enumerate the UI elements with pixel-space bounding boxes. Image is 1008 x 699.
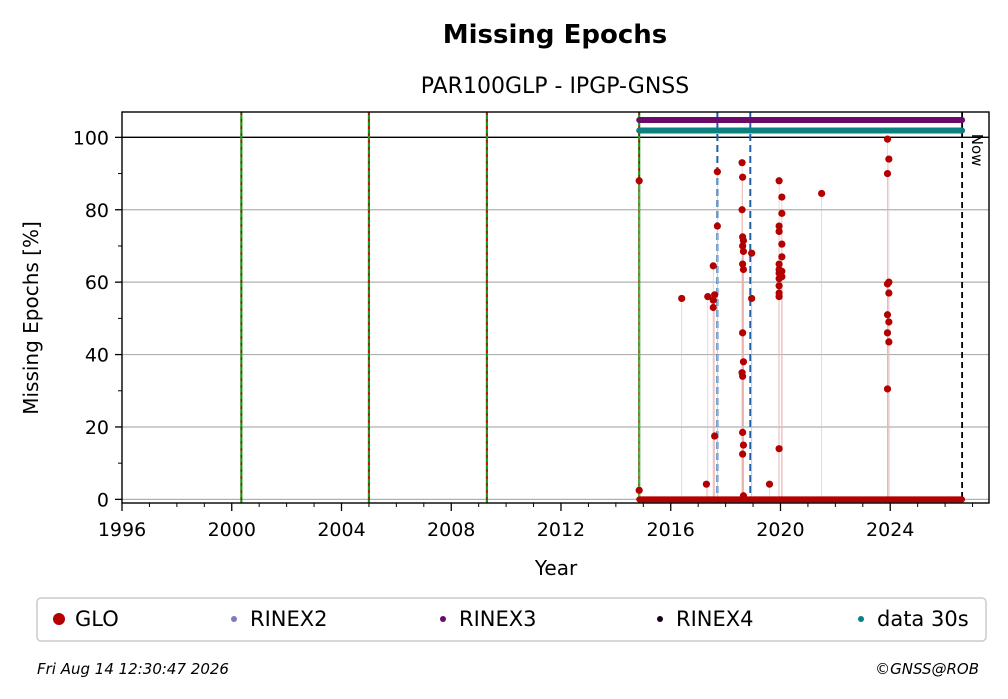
legend-marker <box>53 613 65 625</box>
point-stems <box>638 139 890 500</box>
event-lines: Now <box>240 112 986 503</box>
y-tick-label: 20 <box>85 417 109 439</box>
glo-point <box>739 260 747 268</box>
glo-point <box>775 222 783 230</box>
glo-point <box>765 480 774 488</box>
footer-timestamp: Fri Aug 14 12:30:47 2026 <box>37 660 229 678</box>
legend-marker <box>858 616 864 622</box>
glo-point <box>775 293 783 301</box>
x-tick-label: 2008 <box>427 519 475 541</box>
legend-marker <box>657 616 663 622</box>
glo-point <box>709 262 717 270</box>
glo-point <box>739 450 747 458</box>
glo-point <box>635 486 643 494</box>
legend-label: GLO <box>75 607 119 631</box>
x-tick-label: 2016 <box>647 519 695 541</box>
y-axis-label: Missing Epochs [%] <box>19 221 43 415</box>
legend-label: RINEX3 <box>459 607 537 631</box>
glo-point <box>883 169 892 178</box>
glo-point <box>739 428 747 437</box>
legend-label: RINEX4 <box>676 607 754 631</box>
plot-frame <box>121 111 990 504</box>
glo-point <box>739 236 748 245</box>
legend-label: RINEX2 <box>250 607 328 631</box>
glo-point <box>739 265 748 274</box>
glo-point <box>748 249 756 257</box>
glo-point <box>883 329 892 337</box>
glo-point <box>738 206 746 214</box>
glo-point <box>709 303 717 312</box>
glo-point <box>885 289 893 297</box>
x-tick-label: 1996 <box>98 519 146 541</box>
glo-point <box>778 253 786 261</box>
glo-points <box>635 135 966 503</box>
x-tick-label: 2024 <box>866 519 914 541</box>
glo-point <box>709 296 717 304</box>
glo-point <box>702 480 711 488</box>
chart-title: Missing Epochs <box>443 20 667 50</box>
glo-point <box>883 311 892 319</box>
glo-point <box>885 318 893 326</box>
glo-point <box>775 260 783 268</box>
glo-point <box>775 274 783 283</box>
glo-point <box>739 492 748 500</box>
glo-point <box>775 227 783 236</box>
now-label: Now <box>968 134 986 167</box>
glo-point <box>883 385 892 393</box>
data-bands <box>636 116 966 134</box>
glo-point <box>739 247 748 255</box>
x-tick-label: 2012 <box>537 519 585 541</box>
legend: GLO RINEX2 RINEX3 RINEX4 data 30s <box>53 607 969 631</box>
axes: 0 20 40 60 80 100 1996 2000 2004 2008 2012 2016 2020… <box>73 127 974 541</box>
chart-subtitle: PAR100GLP - IPGP-GNSS <box>421 74 689 99</box>
y-tick-label: 40 <box>85 345 109 367</box>
legend-marker <box>231 616 237 622</box>
glo-point <box>818 189 826 198</box>
glo-point <box>711 291 719 299</box>
glo-point <box>883 280 892 288</box>
glo-point <box>711 432 719 440</box>
glo-point <box>739 441 748 449</box>
glo-point <box>704 293 712 301</box>
glo-point <box>775 177 783 185</box>
glo-point <box>885 155 893 163</box>
y-tick-label: 100 <box>73 127 109 149</box>
y-tick-label: 80 <box>85 200 109 222</box>
x-tick-label: 2000 <box>208 519 256 541</box>
footer-credit: ©GNSS@ROB <box>875 660 979 678</box>
glo-point <box>748 294 756 303</box>
glo-point <box>739 358 748 366</box>
glo-point <box>713 168 721 176</box>
legend-label: data 30s <box>877 607 969 631</box>
glo-point <box>883 135 892 143</box>
glo-point <box>739 329 747 337</box>
glo-point <box>739 372 747 380</box>
glo-point <box>778 240 786 248</box>
glo-point <box>885 338 893 346</box>
grid-lines <box>122 136 989 500</box>
glo-point <box>739 242 747 250</box>
y-tick-label: 60 <box>85 272 109 294</box>
glo-point <box>738 159 746 167</box>
glo-point <box>635 177 643 185</box>
x-axis-label: Year <box>534 556 578 580</box>
glo-point <box>778 209 786 217</box>
glo-point <box>778 193 786 201</box>
legend-marker <box>440 616 446 622</box>
y-tick-label: 0 <box>97 489 109 511</box>
legend-box <box>36 597 987 642</box>
glo-point <box>678 294 686 303</box>
glo-point <box>775 445 783 453</box>
glo-point <box>739 173 747 181</box>
x-tick-label: 2020 <box>756 519 804 541</box>
x-tick-label: 2004 <box>317 519 365 541</box>
glo-point <box>713 222 721 230</box>
glo-point <box>775 282 783 290</box>
